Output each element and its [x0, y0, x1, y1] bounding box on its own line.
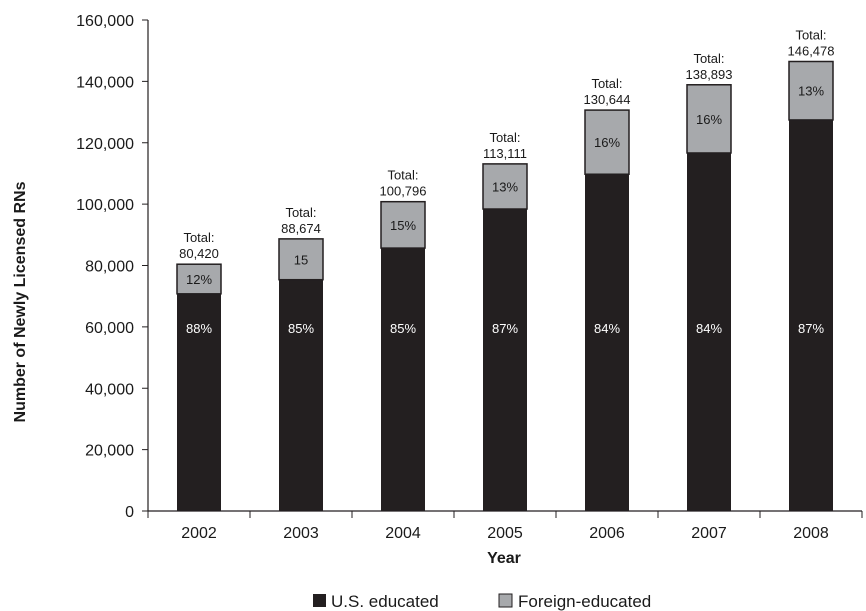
- y-tick-label: 20,000: [85, 443, 134, 460]
- x-tick-label: 2005: [487, 525, 523, 542]
- data-label-us-educated: 87%: [492, 321, 518, 336]
- y-tick-label: 80,000: [85, 259, 134, 276]
- legend-swatch-us-educated: [313, 594, 326, 607]
- total-label-heading: Total:: [285, 205, 316, 220]
- bar-foreign-educated: [380, 200, 426, 249]
- data-label-foreign-educated: 13%: [798, 84, 824, 99]
- bar-us-educated: [687, 152, 731, 511]
- bar-us-educated: [177, 293, 221, 511]
- x-tick-label: 2008: [793, 525, 829, 542]
- y-axis-title: Number of Newly Licensed RNs: [12, 181, 29, 422]
- total-label-heading: Total:: [795, 27, 826, 42]
- total-label-value: 100,796: [380, 184, 427, 199]
- y-tick-label: 160,000: [76, 13, 134, 30]
- x-axis-title: Year: [487, 550, 521, 567]
- data-label-us-educated: 87%: [798, 321, 824, 336]
- data-label-us-educated: 84%: [696, 321, 722, 336]
- total-label-heading: Total:: [489, 130, 520, 145]
- bar-foreign-educated: [686, 84, 732, 154]
- bars: 88%12%Total:80,42085%15Total:88,67485%15…: [176, 27, 835, 511]
- x-tick-label: 2003: [283, 525, 319, 542]
- total-label-heading: Total:: [183, 230, 214, 245]
- data-label-us-educated: 84%: [594, 321, 620, 336]
- x-tick-label: 2002: [181, 525, 217, 542]
- bar-foreign-educated: [788, 60, 834, 121]
- bar-us-educated: [279, 279, 323, 511]
- data-label-foreign-educated: 13%: [492, 179, 518, 194]
- bar-foreign-educated: [584, 109, 630, 175]
- bar-us-educated: [381, 248, 425, 511]
- bar-foreign-educated: [176, 263, 222, 295]
- axes: [147, 20, 862, 512]
- y-axis-ticks: 0 20,000 40,000 60,000 80,000 100,000 120,000 1…: [76, 13, 148, 521]
- total-label-value: 130,644: [584, 92, 631, 107]
- bar-us-educated: [585, 174, 629, 511]
- legend-label-us-educated: U.S. educated: [331, 592, 439, 611]
- y-tick-label: 0: [125, 504, 134, 521]
- total-label-heading: Total:: [591, 76, 622, 91]
- data-label-foreign-educated: 16%: [696, 112, 722, 127]
- legend-label-foreign-educated: Foreign-educated: [518, 592, 651, 611]
- x-tick-label: 2007: [691, 525, 727, 542]
- x-tick-label: 2004: [385, 525, 421, 542]
- data-label-us-educated: 88%: [186, 321, 212, 336]
- y-tick-label: 140,000: [76, 74, 134, 91]
- y-tick-label: 120,000: [76, 136, 134, 153]
- total-label-value: 113,111: [483, 146, 527, 161]
- total-label-heading: Total:: [387, 168, 418, 183]
- total-label-value: 138,893: [686, 67, 733, 82]
- y-tick-label: 60,000: [85, 320, 134, 337]
- data-label-foreign-educated: 15%: [390, 218, 416, 233]
- data-label-us-educated: 85%: [288, 321, 314, 336]
- data-label-foreign-educated: 12%: [186, 272, 212, 287]
- bar-foreign-educated: [482, 163, 528, 210]
- total-label-value: 80,420: [179, 246, 219, 261]
- x-axis-ticks: 2002 2003 2004 2005 2006 2007 2008: [147, 511, 863, 542]
- y-tick-label: 100,000: [76, 197, 134, 214]
- total-label-value: 88,674: [281, 221, 321, 236]
- total-label-value: 146,478: [788, 43, 835, 58]
- bar-foreign-educated: [278, 238, 324, 281]
- x-tick-label: 2006: [589, 525, 625, 542]
- y-tick-label: 40,000: [85, 381, 134, 398]
- data-label-us-educated: 85%: [390, 321, 416, 336]
- total-label-heading: Total:: [693, 51, 724, 66]
- legend-swatch-foreign-educated: [498, 593, 513, 608]
- data-label-foreign-educated: 16%: [594, 135, 620, 150]
- bar-us-educated: [483, 209, 527, 511]
- bar-us-educated: [789, 119, 833, 511]
- data-label-foreign-educated: 15: [294, 252, 308, 267]
- legend: U.S. educated Foreign-educated: [313, 592, 651, 611]
